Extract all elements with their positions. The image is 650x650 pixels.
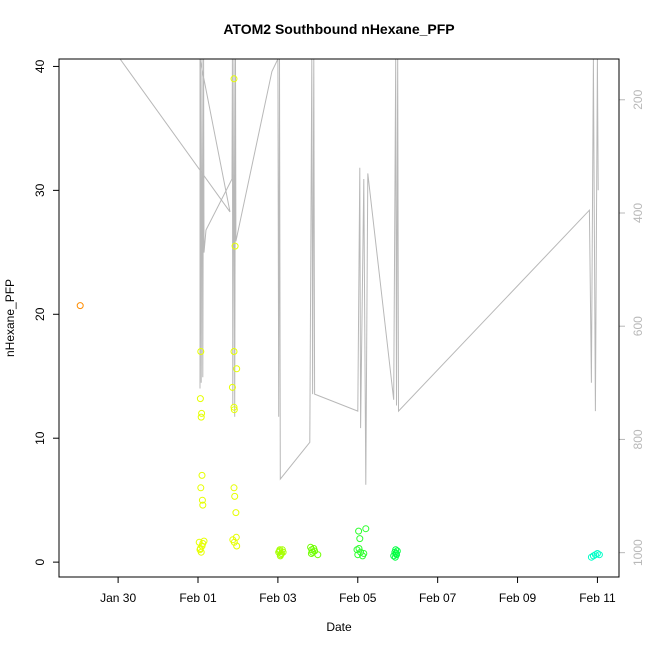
data-point [233, 365, 241, 373]
y-tick-label: 0 [33, 558, 47, 565]
data-point [231, 242, 239, 250]
data-point [314, 551, 322, 559]
y-tick-label: 40 [33, 59, 47, 73]
y2-tick-label: 400 [631, 203, 645, 223]
axes-layer: Jan 30 Feb 01 Feb 03 Feb 05 Feb 07 Feb 09 Feb … [33, 59, 645, 605]
data-point [196, 545, 204, 552]
plot-frame [58, 58, 620, 578]
data-point [200, 537, 208, 545]
data-point [230, 484, 238, 492]
y2-tick-label: 600 [631, 316, 645, 336]
data-point [197, 413, 205, 421]
data-point [231, 492, 239, 500]
data-point [391, 553, 399, 561]
altitude-line-layer [119, 58, 599, 485]
x-tick-label: Feb 05 [339, 591, 377, 605]
y-axis-label: nHexane_PFP [3, 279, 17, 357]
data-point [230, 75, 238, 83]
data-point [279, 548, 287, 556]
data-point [232, 509, 240, 517]
data-point [198, 409, 206, 417]
y2-tick-label: 1000 [631, 539, 645, 566]
x-tick-label: Feb 01 [179, 591, 217, 605]
y-tick-label: 10 [33, 431, 47, 445]
x-tick-label: Feb 11 [579, 591, 616, 605]
data-point [230, 403, 238, 411]
data-point [595, 551, 603, 559]
data-point [356, 535, 364, 543]
data-point [230, 348, 238, 355]
data-point [392, 550, 400, 557]
data-point [354, 551, 362, 559]
data-point [199, 501, 207, 509]
data-point [233, 542, 241, 550]
data-point [197, 484, 205, 492]
x-tick-label: Jan 30 [100, 591, 136, 605]
x-tick-label: Feb 07 [419, 591, 457, 605]
points-layer [76, 75, 603, 561]
data-point [230, 406, 238, 414]
data-point [355, 527, 363, 535]
y-tick-label: 30 [33, 183, 47, 197]
data-point [228, 383, 236, 391]
data-point [362, 525, 370, 533]
x-axis-label: Date [326, 620, 352, 634]
data-point [198, 471, 206, 479]
data-point [76, 302, 84, 310]
data-point [197, 348, 205, 355]
chart-title: ATOM2 Southbound nHexane_PFP [223, 21, 454, 37]
y2-tick-label: 200 [631, 89, 645, 109]
x-tick-label: Feb 09 [499, 591, 537, 605]
data-point [198, 496, 206, 504]
altitude-line [119, 58, 599, 485]
x-tick-label: Feb 03 [259, 591, 297, 605]
y2-tick-label: 800 [631, 429, 645, 449]
data-point [392, 546, 400, 554]
data-point [230, 538, 238, 546]
data-point [196, 395, 204, 403]
y-tick-label: 20 [33, 307, 47, 321]
